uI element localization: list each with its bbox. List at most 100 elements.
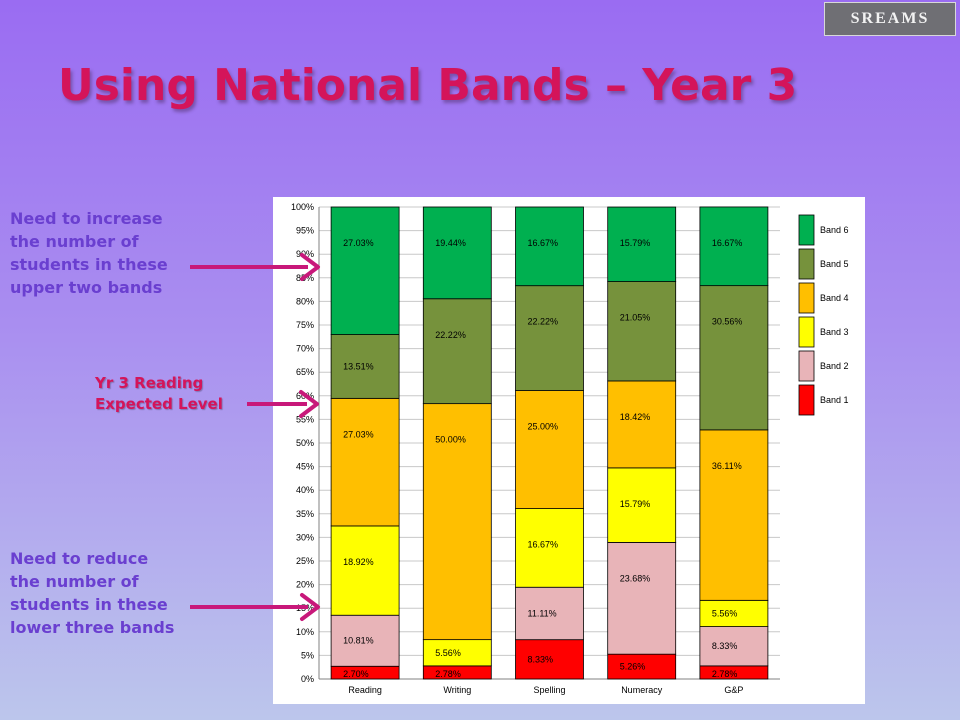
legend-swatch [798, 384, 815, 416]
bar-segment [607, 653, 677, 680]
y-tick-label: 70% [296, 344, 314, 354]
y-tick-label: 55% [296, 414, 314, 424]
upper-note-line: students in these [10, 255, 168, 274]
data-label: 21.05% [620, 313, 651, 323]
data-label: 19.44% [435, 238, 466, 248]
legend-label: Band 2 [820, 361, 849, 371]
data-label: 27.03% [343, 429, 374, 439]
bar-segment [330, 206, 400, 335]
data-label: 22.22% [528, 317, 559, 327]
bar-segment [330, 525, 400, 616]
data-label: 2.70% [343, 669, 369, 679]
bar-segment [699, 429, 769, 601]
y-tick-label: 20% [296, 580, 314, 590]
bar-segment [515, 586, 584, 641]
data-label: 25.00% [528, 422, 559, 432]
y-tick-label: 80% [296, 296, 314, 306]
legend-swatch [798, 214, 815, 246]
arrow-head-icon [300, 253, 320, 281]
lower-note-line: the number of [10, 572, 139, 591]
data-label: 2.78% [712, 669, 738, 679]
expected-note-line: Yr 3 Reading [95, 374, 204, 392]
y-tick-label: 5% [301, 650, 314, 660]
legend-swatch [798, 248, 815, 280]
bar-segment [699, 206, 769, 287]
data-label: 13.51% [343, 361, 374, 371]
data-label: 27.03% [343, 238, 374, 248]
upper-bands-note: Need to increase the number of students … [10, 207, 195, 299]
arrow-head-icon [299, 390, 319, 418]
legend-swatch [798, 282, 815, 314]
legend-swatch [798, 316, 815, 348]
legend-label: Band 6 [820, 225, 849, 235]
y-tick-label: 40% [296, 485, 314, 495]
bar-segment [422, 206, 492, 300]
bar-segment [699, 626, 769, 667]
x-tick-label: Numeracy [621, 685, 663, 695]
data-label: 11.11% [528, 608, 557, 618]
x-tick-label: Reading [348, 685, 382, 695]
data-label: 30.56% [712, 317, 743, 327]
data-label: 16.67% [528, 540, 559, 550]
legend-label: Band 4 [820, 293, 849, 303]
legend-label: Band 5 [820, 259, 849, 269]
data-label: 5.56% [435, 648, 461, 658]
y-tick-label: 10% [296, 627, 314, 637]
bar-segment [607, 467, 677, 543]
bar-segment [607, 281, 677, 382]
data-label: 16.67% [528, 238, 559, 248]
data-label: 8.33% [712, 641, 738, 651]
bar-segment [607, 206, 677, 282]
bar-segment [422, 403, 492, 641]
bar-segment [330, 614, 400, 667]
data-label: 50.00% [435, 435, 466, 445]
lower-bands-note: Need to reduce the number of students in… [10, 547, 195, 639]
bar-segment [699, 599, 769, 627]
data-label: 5.56% [712, 608, 738, 618]
bar-segment [607, 380, 677, 469]
upper-note-line: upper two bands [10, 278, 163, 297]
y-tick-label: 0% [301, 674, 314, 684]
legend-swatch [798, 350, 815, 382]
data-label: 2.78% [435, 669, 461, 679]
upper-note-line: Need to increase [10, 209, 163, 228]
lower-note-line: lower three bands [10, 618, 175, 637]
bar-segment [515, 285, 584, 391]
data-label: 36.11% [712, 461, 742, 471]
arrow-head-icon [300, 593, 320, 621]
bar-segment [607, 542, 677, 655]
lower-note-line: students in these [10, 595, 168, 614]
bar-segment [515, 639, 584, 680]
y-tick-label: 95% [296, 226, 314, 236]
legend-label: Band 3 [820, 327, 849, 337]
data-label: 15.79% [620, 238, 651, 248]
chart-panel: 0%5%10%15%20%25%30%35%40%45%50%55%60%65%… [273, 197, 865, 704]
y-tick-label: 35% [296, 509, 314, 519]
expected-note-line: Expected Level [95, 395, 223, 413]
bar-segment [422, 298, 492, 405]
x-tick-label: Spelling [533, 685, 565, 695]
bar-segment [515, 508, 584, 588]
bar-segment [330, 334, 400, 399]
data-label: 10.81% [343, 636, 374, 646]
y-tick-label: 65% [296, 367, 314, 377]
y-tick-label: 45% [296, 462, 314, 472]
upper-note-line: the number of [10, 232, 139, 251]
y-tick-label: 50% [296, 438, 314, 448]
data-label: 22.22% [435, 330, 466, 340]
sreams-logo: SREAMS [824, 2, 956, 36]
y-tick-label: 25% [296, 556, 314, 566]
y-tick-label: 30% [296, 532, 314, 542]
data-label: 16.67% [712, 238, 743, 248]
x-tick-label: G&P [724, 685, 743, 695]
stacked-bar-chart: 0%5%10%15%20%25%30%35%40%45%50%55%60%65%… [291, 202, 849, 695]
data-label: 18.92% [343, 557, 374, 567]
y-tick-label: 100% [291, 202, 314, 212]
expected-level-note: Yr 3 Reading Expected Level [95, 373, 223, 415]
data-label: 15.79% [620, 499, 651, 509]
lower-note-line: Need to reduce [10, 549, 149, 568]
data-label: 8.33% [528, 654, 554, 664]
data-label: 23.68% [620, 573, 651, 583]
bar-segment [422, 639, 492, 667]
